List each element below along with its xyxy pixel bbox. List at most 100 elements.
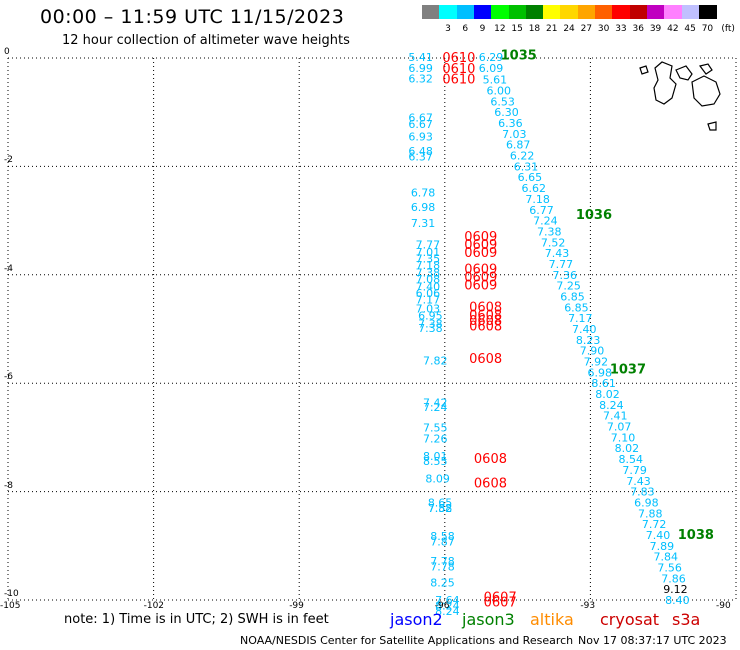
scale-label: 45	[684, 24, 696, 34]
wave-height-value: 8.02	[595, 388, 620, 401]
wave-height-value: 6.78	[411, 186, 436, 199]
scale-swatch	[629, 5, 648, 19]
scale-label: 42	[667, 24, 679, 34]
wave-height-value: 6.98	[587, 366, 612, 379]
wave-height-value: 7.24	[533, 215, 558, 228]
scale-label: 39	[649, 24, 662, 34]
lon-tick-label: -90	[716, 601, 731, 611]
wave-height-value: 6.95	[418, 309, 443, 322]
wave-height-value: 7.43	[626, 475, 651, 488]
wave-height-value: 6.99	[408, 62, 433, 75]
track-time-label: 1038	[678, 528, 714, 543]
wave-height-value: 7.41	[603, 410, 628, 423]
wave-height-value: 7.40	[646, 529, 671, 542]
wave-height-value: 7.35	[416, 253, 441, 266]
wave-height-value: 7.25	[556, 280, 581, 293]
satellite-label-cryosat: cryosat	[600, 610, 660, 629]
wave-height-value: 8.24	[435, 605, 460, 618]
lat-tick-label: -2	[4, 155, 13, 166]
scale-label: 36	[632, 24, 644, 34]
island-outline	[653, 61, 677, 105]
wave-height-value: 7.24	[423, 401, 448, 414]
scale-swatch	[698, 5, 717, 19]
wave-height-value: 7.72	[642, 518, 667, 531]
wave-height-value: 6.48	[408, 145, 433, 158]
wave-height-value: 8.24	[435, 599, 460, 612]
wave-height-value: 6.53	[490, 95, 515, 108]
wave-height-value: 6.85	[564, 301, 589, 314]
wave-height-value: 6.22	[510, 150, 535, 163]
wave-height-value: 6.32	[408, 73, 433, 86]
scale-label: 3	[445, 24, 451, 34]
scale-swatch	[422, 5, 440, 19]
scale-label: 70	[701, 24, 714, 34]
wave-height-value: 7.52	[541, 236, 566, 249]
track-time-label: 0608	[469, 308, 502, 323]
wave-height-value: 7.42	[423, 397, 448, 410]
wave-height-value: 7.17	[568, 312, 593, 325]
wave-height-value: 7.03	[502, 128, 527, 141]
track-time-label: 0610	[442, 62, 475, 77]
track-time-label: 0608	[469, 319, 502, 334]
map-grid	[7, 57, 737, 601]
wave-height-value: 7.78	[430, 560, 455, 573]
track-time-label: 0610	[442, 51, 475, 66]
lat-tick-label: -8	[4, 480, 13, 491]
wave-height-value: 8.09	[425, 473, 450, 486]
island-outline	[707, 121, 717, 131]
wave-height-value: 7.01	[416, 246, 441, 259]
scale-label: 24	[563, 24, 575, 34]
wave-height-value: 7.92	[584, 356, 609, 369]
wave-height-value: 7.87	[430, 535, 455, 548]
track-time-label: 0608	[469, 352, 502, 367]
wave-height-value: 6.37	[408, 151, 433, 164]
wave-height-value: 6.30	[494, 106, 518, 119]
lat-tick-label: 0	[4, 47, 10, 57]
wave-height-value: 7.18	[416, 259, 441, 272]
scale-swatch	[491, 5, 509, 19]
wave-height-value: 7.82	[423, 354, 448, 367]
track-time-label: 1035	[501, 48, 537, 63]
track-time-label: 0608	[469, 314, 502, 329]
wave-height-value: 7.03	[416, 302, 441, 315]
scale-label: 6	[462, 24, 469, 34]
track-time-label: 0609	[464, 271, 497, 286]
wave-height-value: 8.01	[423, 450, 448, 463]
wave-height-value: 8.54	[619, 453, 644, 466]
wave-height-value: 8.55	[423, 455, 448, 468]
scale-swatch	[525, 5, 544, 19]
scale-label: 15	[511, 24, 523, 34]
wave-height-value: 7.40	[416, 281, 441, 294]
footer-credit: NOAA/NESDIS Center for Satellite Applica…	[240, 634, 574, 647]
track-times: 0610061006100609060906090609060906090608…	[442, 48, 714, 610]
lon-tick-label: -96	[434, 601, 450, 611]
track-time-label: 0609	[464, 262, 497, 277]
scale-label: 27	[580, 24, 593, 34]
wave-height-value: 6.98	[634, 496, 659, 509]
galapagos-land	[639, 61, 721, 131]
page-title: 00:00 – 11:59 UTC 11/15/2023	[40, 6, 345, 28]
wave-height-value: 7.31	[411, 217, 436, 230]
wave-height-value: 7.38	[418, 322, 443, 335]
wave-height-value-dark: 9.12	[663, 583, 688, 596]
lon-tick-label: -99	[289, 601, 304, 611]
wave-height-value: 7.07	[607, 421, 632, 434]
wave-height-value: 8.24	[599, 399, 624, 412]
scale-label: 18	[528, 24, 541, 34]
wave-height-value: 8.25	[430, 577, 455, 590]
wave-height-value: 6.06	[416, 287, 441, 300]
island-outline	[691, 75, 721, 107]
wave-height-value: 7.58	[428, 502, 453, 515]
scale-swatch	[612, 5, 631, 19]
lat-tick-label: -4	[4, 263, 13, 274]
lon-tick-label: -102	[143, 601, 165, 611]
scale-swatch	[681, 5, 700, 19]
wave-height-value: 7.84	[653, 551, 678, 564]
scale-label: 12	[494, 24, 506, 34]
scale-label: 33	[615, 24, 627, 34]
track-time-label: 0609	[464, 279, 497, 294]
lon-tick-label: -105	[0, 601, 21, 611]
wave-height-value: 7.86	[661, 572, 686, 585]
track-time-label: 0607	[484, 596, 517, 611]
